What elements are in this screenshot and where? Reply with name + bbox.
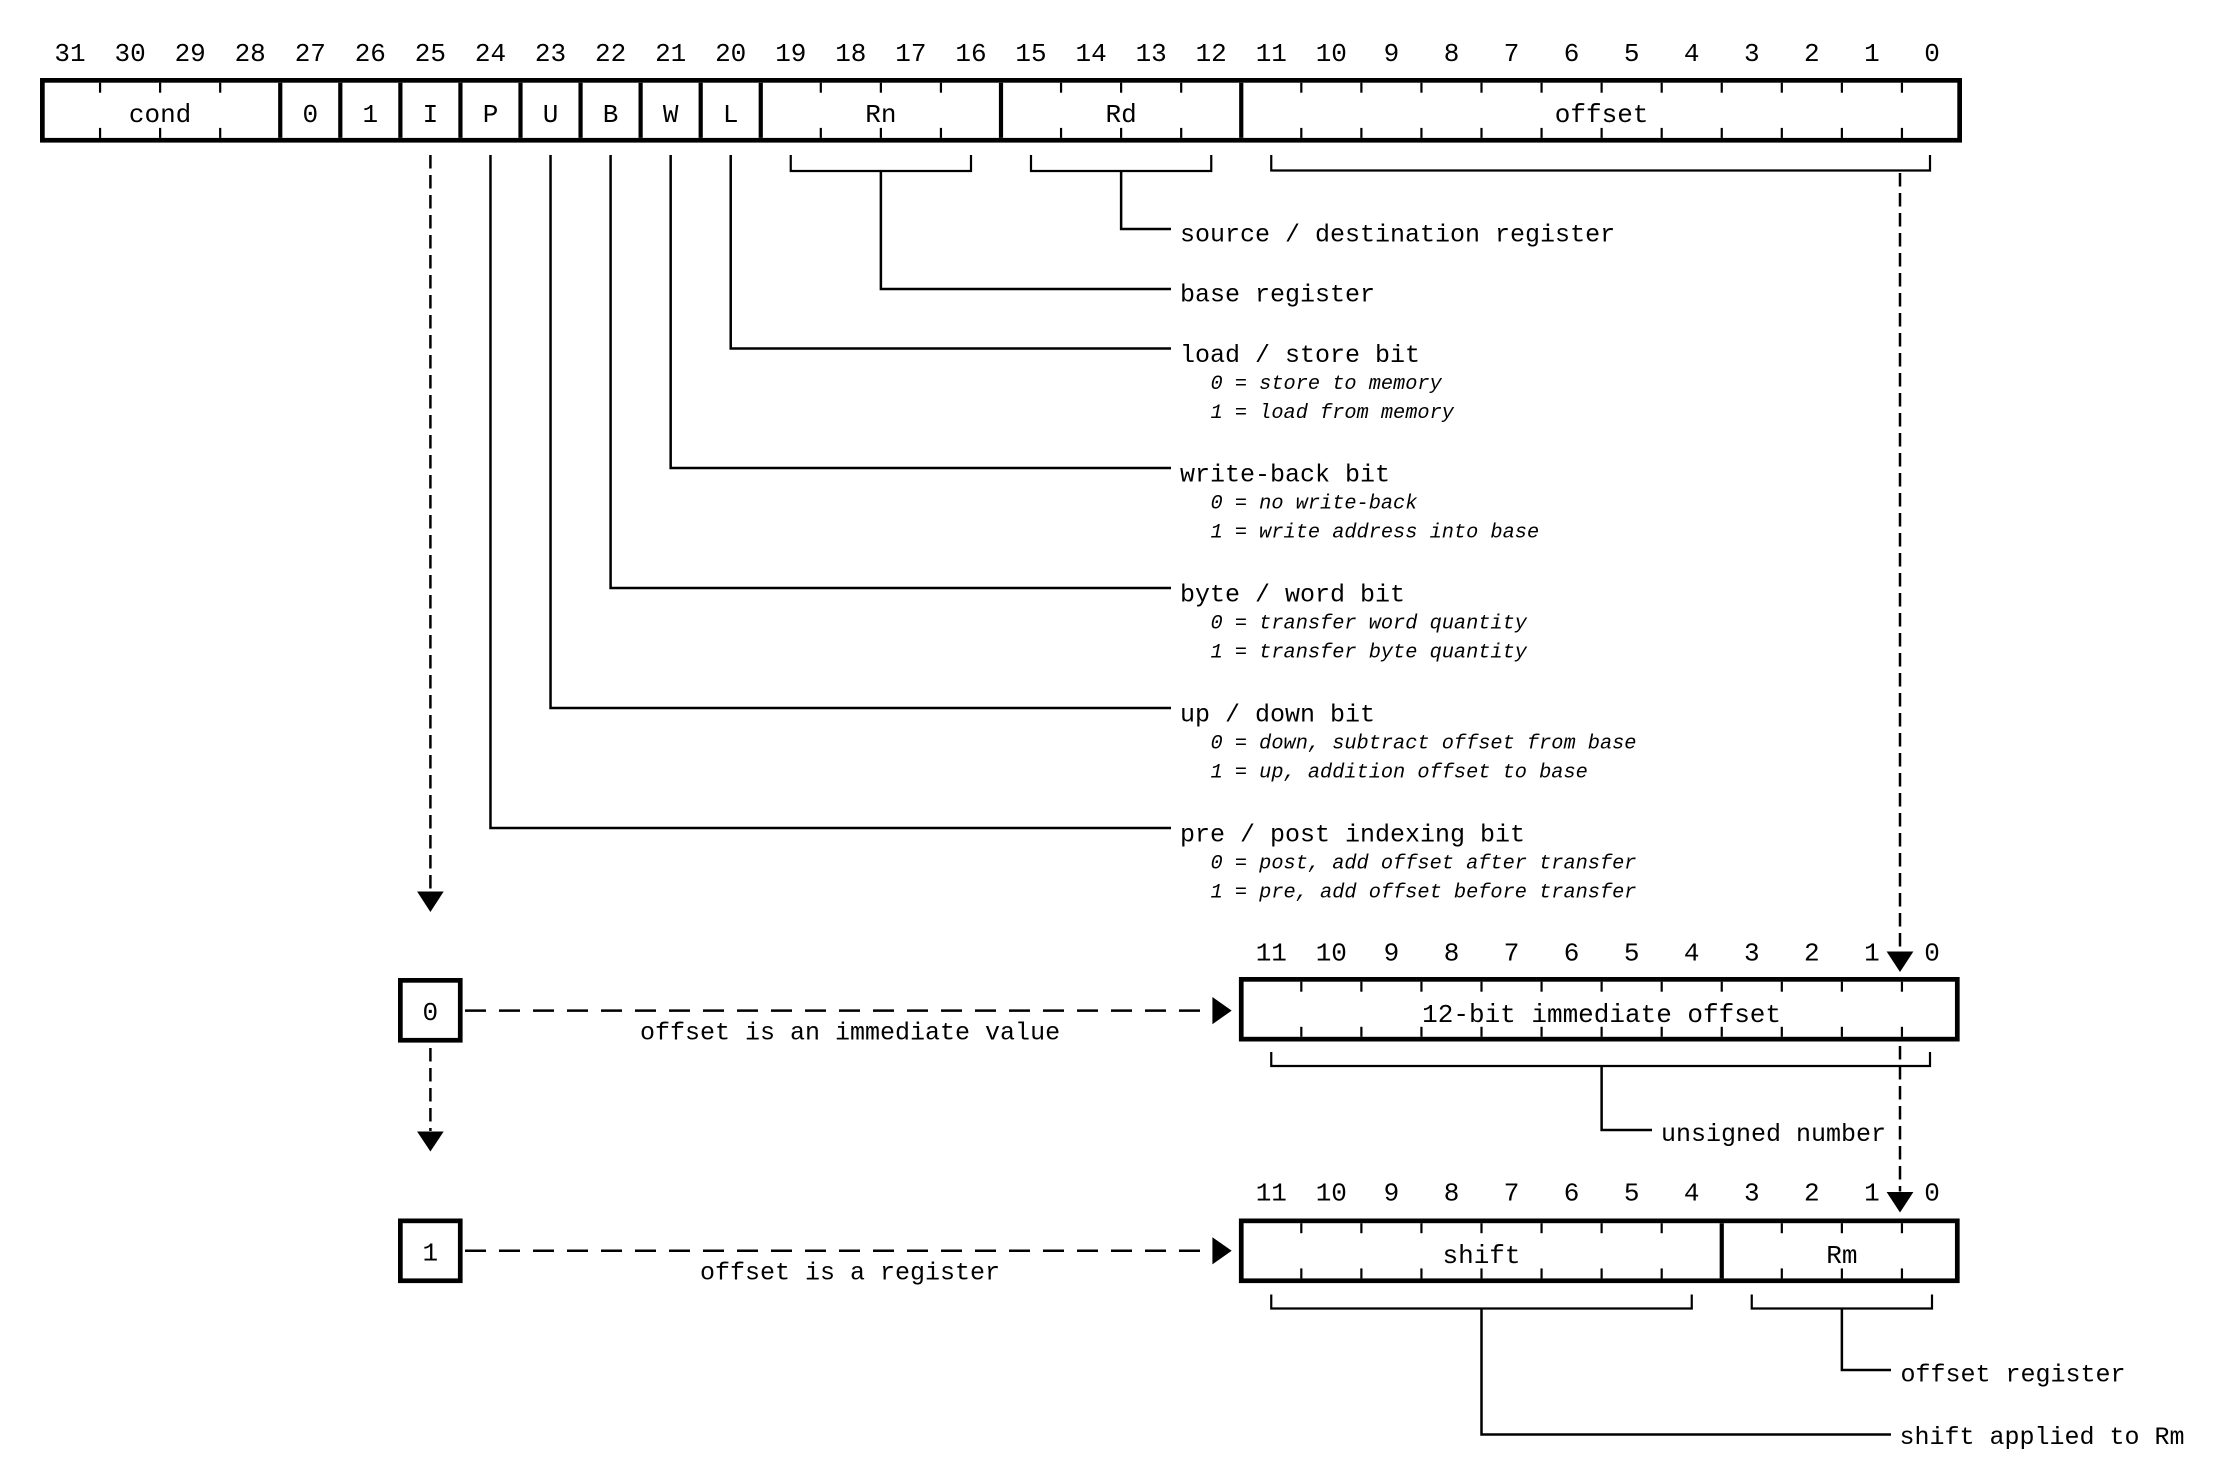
svg-text:1 = write address into base: 1 = write address into base: [1211, 522, 1540, 545]
svg-text:2: 2: [1804, 939, 1820, 969]
svg-text:1: 1: [362, 100, 378, 130]
svg-text:B: B: [603, 100, 619, 130]
svg-text:4: 4: [1684, 39, 1700, 69]
svg-text:16: 16: [955, 39, 986, 69]
svg-text:pre / post indexing bit: pre / post indexing bit: [1180, 821, 1525, 850]
svg-text:load / store bit: load / store bit: [1180, 341, 1420, 370]
svg-text:5: 5: [1624, 939, 1640, 969]
svg-text:U: U: [543, 100, 559, 130]
svg-text:0: 0: [1924, 39, 1940, 69]
svg-text:12-bit immediate offset: 12-bit immediate offset: [1422, 1000, 1781, 1030]
svg-text:13: 13: [1136, 39, 1167, 69]
svg-text:byte / word bit: byte / word bit: [1180, 581, 1405, 610]
svg-text:4: 4: [1684, 1179, 1700, 1209]
svg-text:1 = up, addition offset to bas: 1 = up, addition offset to base: [1211, 762, 1588, 785]
svg-text:26: 26: [355, 39, 386, 69]
svg-text:2: 2: [1804, 1179, 1820, 1209]
svg-text:cond: cond: [129, 100, 191, 130]
svg-text:offset: offset: [1555, 100, 1649, 130]
svg-text:L: L: [723, 100, 739, 130]
svg-text:1: 1: [422, 1239, 438, 1269]
svg-text:0 = transfer word quantity: 0 = transfer word quantity: [1211, 613, 1528, 636]
svg-text:9: 9: [1384, 39, 1400, 69]
svg-text:3: 3: [1744, 39, 1760, 69]
svg-text:P: P: [483, 100, 499, 130]
svg-text:0 = store to memory: 0 = store to memory: [1211, 373, 1443, 396]
svg-text:11: 11: [1256, 1179, 1287, 1209]
svg-text:25: 25: [415, 39, 446, 69]
svg-text:30: 30: [114, 39, 145, 69]
svg-text:15: 15: [1015, 39, 1046, 69]
svg-text:8: 8: [1444, 1179, 1460, 1209]
svg-text:23: 23: [535, 39, 566, 69]
svg-text:22: 22: [595, 39, 626, 69]
svg-text:0 = no write-back: 0 = no write-back: [1211, 493, 1418, 516]
svg-text:Rd: Rd: [1105, 100, 1136, 130]
svg-text:0: 0: [1924, 1179, 1940, 1209]
svg-text:0 = down, subtract offset from: 0 = down, subtract offset from base: [1211, 733, 1637, 756]
svg-text:10: 10: [1316, 939, 1347, 969]
svg-text:1: 1: [1864, 1179, 1880, 1209]
svg-text:base register: base register: [1180, 281, 1375, 310]
svg-text:source / destination register: source / destination register: [1180, 221, 1615, 250]
svg-text:17: 17: [895, 39, 926, 69]
svg-text:20: 20: [715, 39, 746, 69]
svg-text:7: 7: [1504, 1179, 1520, 1209]
svg-text:3: 3: [1744, 1179, 1760, 1209]
svg-text:6: 6: [1564, 39, 1580, 69]
svg-text:28: 28: [235, 39, 266, 69]
svg-text:1: 1: [1864, 939, 1880, 969]
svg-text:offset is an immediate value: offset is an immediate value: [640, 1018, 1060, 1047]
svg-text:11: 11: [1256, 939, 1287, 969]
svg-text:9: 9: [1384, 939, 1400, 969]
svg-text:3: 3: [1744, 939, 1760, 969]
svg-text:shift applied to Rm: shift applied to Rm: [1900, 1423, 2185, 1452]
svg-text:12: 12: [1196, 39, 1227, 69]
svg-text:offset register: offset register: [1901, 1361, 2126, 1390]
svg-text:shift: shift: [1442, 1241, 1520, 1271]
svg-text:Rn: Rn: [865, 100, 896, 130]
svg-text:1 = load from memory: 1 = load from memory: [1211, 402, 1455, 425]
svg-text:W: W: [663, 100, 679, 130]
svg-text:unsigned number: unsigned number: [1661, 1120, 1886, 1149]
svg-text:2: 2: [1804, 39, 1820, 69]
svg-text:1: 1: [1864, 39, 1880, 69]
svg-text:0: 0: [302, 100, 318, 130]
svg-text:8: 8: [1444, 939, 1460, 969]
svg-text:14: 14: [1075, 39, 1106, 69]
svg-text:18: 18: [835, 39, 866, 69]
svg-text:I: I: [423, 100, 439, 130]
svg-text:10: 10: [1316, 39, 1347, 69]
svg-text:11: 11: [1256, 39, 1287, 69]
svg-text:7: 7: [1504, 939, 1520, 969]
svg-text:29: 29: [175, 39, 206, 69]
svg-text:0: 0: [1924, 939, 1940, 969]
svg-text:24: 24: [475, 39, 506, 69]
svg-text:5: 5: [1624, 1179, 1640, 1209]
svg-text:6: 6: [1564, 1179, 1580, 1209]
svg-text:5: 5: [1624, 39, 1640, 69]
svg-text:up / down bit: up / down bit: [1180, 701, 1375, 730]
svg-text:offset is a register: offset is a register: [700, 1259, 1000, 1288]
svg-text:1 = transfer byte quantity: 1 = transfer byte quantity: [1211, 642, 1528, 665]
svg-text:9: 9: [1384, 1179, 1400, 1209]
svg-text:6: 6: [1564, 939, 1580, 969]
svg-text:19: 19: [775, 39, 806, 69]
svg-text:Rm: Rm: [1826, 1241, 1857, 1271]
svg-text:8: 8: [1444, 39, 1460, 69]
svg-text:21: 21: [655, 39, 686, 69]
svg-text:0 = post, add offset after tra: 0 = post, add offset after transfer: [1211, 853, 1637, 876]
svg-text:31: 31: [54, 39, 85, 69]
svg-text:0: 0: [422, 998, 438, 1028]
svg-text:4: 4: [1684, 939, 1700, 969]
svg-text:10: 10: [1316, 1179, 1347, 1209]
svg-text:27: 27: [295, 39, 326, 69]
svg-text:1 = pre, add offset before tra: 1 = pre, add offset before transfer: [1211, 882, 1637, 905]
svg-text:write-back bit: write-back bit: [1180, 461, 1390, 490]
svg-text:7: 7: [1504, 39, 1520, 69]
